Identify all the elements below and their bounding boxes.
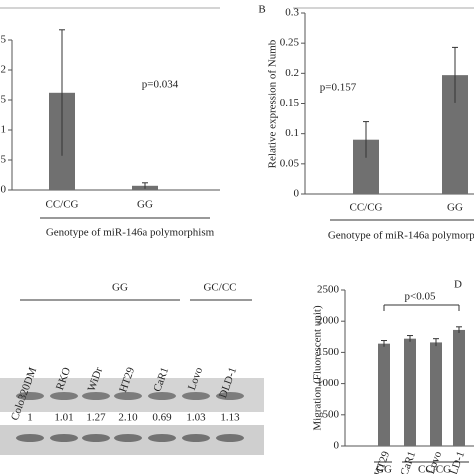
bar [453,329,465,446]
band [16,434,44,442]
y-tick-label: 1.5 [0,94,7,106]
annotation: p<0.05 [405,291,436,303]
y-tick-label: 0.2 [285,67,299,79]
band [50,392,78,400]
bar [404,338,416,446]
group-label: CC/CG [418,464,451,474]
y-tick-label: 1000 [317,377,340,389]
ratio-label: 0.69 [152,412,172,424]
band [216,392,244,400]
bar [378,343,390,446]
band [82,392,110,400]
y-tick-label: 500 [323,408,340,420]
band [182,434,210,442]
band [114,434,142,442]
band [82,434,110,442]
y-tick-label: 0.5 [0,154,7,166]
y-tick-label: 1 [1,124,7,136]
group-label: GC/CC [203,282,236,294]
x-tick-label: GG [137,199,153,211]
y-axis-label: Migration (Fluorescent unit) [312,305,324,431]
x-axis-label: Genotype of miR-146a polymorphism [46,227,215,239]
x-tick-label: CC/CG [349,202,382,214]
band [16,392,44,400]
band [148,434,176,442]
y-tick-label: 0.3 [285,7,299,19]
y-tick-label: 0.05 [280,157,300,169]
x-tick-label: GG [447,202,463,214]
y-tick-label: 0.1 [285,127,299,139]
ratio-label: 1 [27,412,33,424]
y-tick-label: 2500 [317,284,340,296]
ratio-label: 1.03 [186,412,206,424]
y-tick-label: 0 [294,188,300,200]
y-tick-label: 0 [334,440,340,452]
ratio-label: 1.13 [220,412,240,424]
y-tick-label: 1500 [317,346,340,358]
y-tick-label: 2 [1,64,7,76]
y-tick-label: 2000 [317,315,340,327]
band [114,392,142,400]
x-tick-label: CC/CG [45,199,78,211]
ratio-label: 1.27 [86,412,106,424]
bar [430,342,442,446]
y-tick-label: 0.15 [280,97,300,109]
ratio-label: 1.01 [54,412,73,424]
panel-label: B [258,4,265,16]
annotation: p=0.157 [320,82,357,94]
y-tick-label: 0 [1,184,7,196]
ratio-label: 2.10 [118,412,138,424]
band [182,392,210,400]
band [216,434,244,442]
y-axis-label: Relative expression of Numb [267,39,279,168]
annotation: p=0.034 [142,79,179,91]
group-label: GG [376,464,392,474]
x-axis-label: Genotype of miR-146a polymorphism [328,230,474,242]
y-tick-label: 2.5 [0,34,7,46]
group-label: GG [112,282,128,294]
panel-label: D [454,279,462,291]
band [148,392,176,400]
y-tick-label: 0.25 [280,37,300,49]
band [50,434,78,442]
